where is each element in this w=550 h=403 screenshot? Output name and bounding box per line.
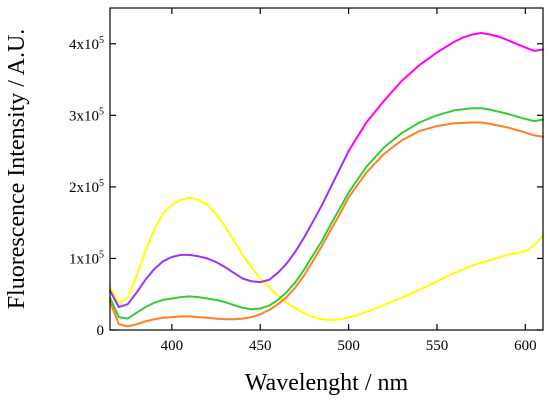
- x-tick-label: 600: [514, 338, 537, 354]
- series-line-1: [109, 196, 544, 321]
- y-tick-label: 1x105: [69, 249, 104, 267]
- series-line-3: [347, 32, 544, 153]
- series-line-5: [109, 121, 544, 328]
- y-tick-label: 4x105: [69, 35, 104, 53]
- x-axis-title: Wavelenght / nm: [245, 370, 409, 396]
- x-tick-label: 500: [337, 338, 360, 354]
- x-tick-label: 550: [426, 338, 449, 354]
- x-axis-ticks: 400 450 500 550 600: [161, 8, 537, 354]
- y-axis-ticks: 0 1x105 2x105 3x105 4x105: [69, 35, 543, 339]
- y-axis-title: Fluorescence Intensity / A.U.: [4, 29, 30, 310]
- y-tick-label: 0: [97, 323, 105, 339]
- series-line-2: [109, 150, 350, 309]
- x-tick-label: 450: [249, 338, 272, 354]
- series-line-4: [109, 107, 544, 320]
- y-tick-label: 2x105: [69, 178, 104, 196]
- plot-area: [109, 32, 544, 328]
- plot-frame: [109, 7, 544, 331]
- x-tick-label: 400: [161, 338, 184, 354]
- y-tick-label: 3x105: [69, 106, 104, 124]
